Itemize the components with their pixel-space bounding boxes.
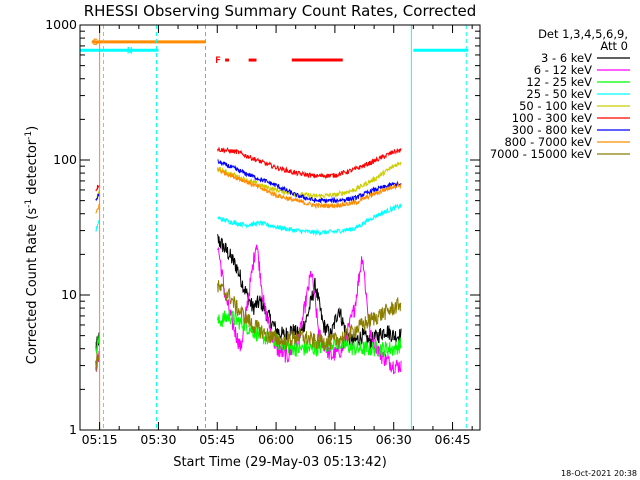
x-tick-label-7: 06:45 bbox=[435, 432, 471, 447]
legend-header-1: Det 1,3,4,5,6,9, bbox=[538, 27, 628, 41]
y-axis-label: Corrected Count Rate (s-1 detector-1) bbox=[24, 126, 40, 364]
y-tick-label-4: 1000 bbox=[45, 17, 77, 32]
legend-header-2: Att 0 bbox=[600, 39, 628, 53]
series-line-9 bbox=[95, 280, 402, 372]
x-tick-label-6: 06:30 bbox=[376, 432, 412, 447]
x-axis-label: Start Time (29-May-03 05:13:42) bbox=[173, 455, 387, 470]
y-tick-label-1: 1 bbox=[69, 422, 77, 437]
night-label: N bbox=[127, 46, 132, 56]
series-line-7 bbox=[95, 159, 402, 204]
axes: 05:15 05:30 05:45 06:00 06:15 06:30 06:45 1 10 10… bbox=[45, 17, 481, 447]
x-tick-label-4: 06:00 bbox=[258, 432, 294, 447]
y-axis-label-sup: -1 bbox=[24, 199, 34, 208]
legend-label-6: 100 - 300 keV bbox=[512, 111, 592, 125]
x-tick-label-1: 05:15 bbox=[82, 432, 118, 447]
x-tick-label-2: 05:30 bbox=[140, 432, 176, 447]
legend-label-4: 25 - 50 keV bbox=[526, 87, 592, 101]
generated-timestamp: 18-Oct-2021 20:38 bbox=[561, 469, 637, 478]
saa-label: S bbox=[93, 38, 98, 48]
y-axis-label-end: ) bbox=[25, 126, 40, 131]
legend-label-3: 12 - 25 keV bbox=[526, 75, 592, 89]
series-line-4 bbox=[95, 203, 402, 237]
y-tick-label-2: 10 bbox=[61, 287, 77, 302]
flare-label: F bbox=[215, 56, 220, 66]
legend-label-8: 800 - 7000 keV bbox=[504, 135, 592, 149]
plot-frame bbox=[79, 24, 481, 431]
x-tick-label-5: 06:15 bbox=[317, 432, 353, 447]
legend-label-2: 6 - 12 keV bbox=[534, 63, 592, 77]
legend-label-1: 3 - 6 keV bbox=[541, 51, 592, 65]
legend-label-9: 7000 - 15000 keV bbox=[490, 147, 592, 161]
y-axis-label-main: Corrected Count Rate (s bbox=[25, 208, 40, 365]
y-axis-label-sup2: -1 bbox=[24, 131, 34, 140]
legend-label-7: 300 - 800 keV bbox=[512, 123, 592, 137]
series-line-3 bbox=[95, 310, 402, 357]
y-axis-label-mid: detector bbox=[25, 139, 40, 199]
series-line-6 bbox=[95, 146, 402, 192]
plot-area: S N F bbox=[80, 25, 469, 430]
chart-title: RHESSI Observing Summary Count Rates, Co… bbox=[84, 2, 477, 20]
x-tick-label-3: 05:45 bbox=[199, 432, 235, 447]
y-tick-label-3: 100 bbox=[53, 152, 77, 167]
legend-label-5: 50 - 100 keV bbox=[519, 99, 592, 113]
series-line-8 bbox=[95, 167, 402, 214]
